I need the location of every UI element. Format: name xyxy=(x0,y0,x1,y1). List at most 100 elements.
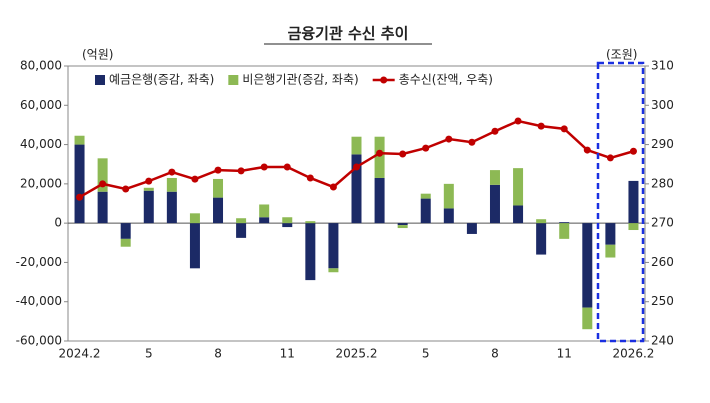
bar xyxy=(536,223,547,255)
bar xyxy=(189,223,200,269)
bar xyxy=(374,177,385,224)
bar xyxy=(489,170,500,185)
y-tick-label: -20,000 xyxy=(16,255,62,269)
y-tick-label: -40,000 xyxy=(16,294,62,308)
line-point xyxy=(606,154,614,162)
bar xyxy=(466,223,477,234)
y-tick-label: -60,000 xyxy=(16,334,62,348)
line-point xyxy=(514,117,522,125)
bar xyxy=(143,187,154,191)
line-point xyxy=(629,147,637,155)
bar xyxy=(420,198,431,224)
bar xyxy=(282,217,293,224)
bar xyxy=(328,223,339,269)
bar xyxy=(605,244,616,258)
bar xyxy=(97,158,108,192)
x-tick-label: 11 xyxy=(557,347,572,361)
bar xyxy=(489,184,500,224)
line-point xyxy=(191,175,199,183)
x-tick-label: 2026.2 xyxy=(612,347,654,361)
bar xyxy=(189,213,200,224)
bar xyxy=(443,183,454,209)
y2-tick-label: 280 xyxy=(651,176,674,190)
line-point xyxy=(583,146,591,154)
bar xyxy=(397,225,408,229)
bar xyxy=(282,223,293,228)
line-point xyxy=(422,144,430,152)
x-tick-label: 5 xyxy=(145,347,153,361)
bar xyxy=(213,178,224,198)
bar xyxy=(213,197,224,224)
line-point xyxy=(99,180,107,188)
x-tick-label: 2024.2 xyxy=(59,347,101,361)
bar xyxy=(74,144,85,224)
y2-tick-label: 240 xyxy=(651,334,674,348)
line-point xyxy=(468,138,476,146)
bar xyxy=(559,222,570,224)
y2-tick-label: 260 xyxy=(651,255,674,269)
y2-unit: (조원) xyxy=(606,48,637,62)
legend-label: 예금은행(증감, 좌축) xyxy=(109,72,214,87)
bar xyxy=(582,307,593,330)
bar xyxy=(559,223,570,239)
bar xyxy=(628,223,639,231)
bar xyxy=(305,223,316,281)
line-point xyxy=(168,168,176,176)
x-tick-label: 8 xyxy=(214,347,222,361)
bar xyxy=(97,191,108,224)
line-point xyxy=(214,166,222,174)
bar xyxy=(305,221,316,224)
y2-tick-label: 290 xyxy=(651,137,674,151)
bar xyxy=(120,223,131,239)
x-tick-label: 2025.2 xyxy=(336,347,378,361)
bar xyxy=(351,154,362,224)
bar xyxy=(374,136,385,178)
bar xyxy=(513,168,524,206)
legend-label: 비은행기관(증감, 좌축) xyxy=(242,72,358,87)
line-point xyxy=(376,149,384,157)
bar xyxy=(236,218,247,224)
bar xyxy=(328,268,339,273)
bar xyxy=(143,190,154,224)
highlight-box xyxy=(596,61,645,343)
y-tick-label: 20,000 xyxy=(20,176,62,190)
bar xyxy=(582,223,593,308)
y-unit: (억원) xyxy=(82,48,113,62)
y-tick-label: 0 xyxy=(54,216,62,230)
bar xyxy=(397,223,408,226)
line-point xyxy=(122,185,130,193)
x-tick-label: 11 xyxy=(280,347,295,361)
x-tick-label: 8 xyxy=(491,347,499,361)
line-point xyxy=(260,163,268,171)
bar xyxy=(120,238,131,247)
line-point xyxy=(283,163,291,171)
line-point xyxy=(445,135,453,143)
line-point xyxy=(76,193,84,201)
line-point xyxy=(537,122,545,130)
bar xyxy=(443,208,454,224)
bar xyxy=(166,177,177,192)
bar xyxy=(513,205,524,224)
line-point xyxy=(145,177,153,185)
legend-swatch xyxy=(95,75,105,85)
chart-title: 금융기관 수신 추이 xyxy=(288,25,409,43)
bar xyxy=(351,136,362,155)
x-tick-label: 5 xyxy=(422,347,430,361)
line-point xyxy=(306,174,314,182)
line-point xyxy=(329,183,337,191)
bar xyxy=(536,219,547,224)
line-point xyxy=(491,127,499,135)
legend-swatch xyxy=(228,75,239,85)
bar xyxy=(420,193,431,199)
y-tick-label: 60,000 xyxy=(20,98,62,112)
y-tick-label: 40,000 xyxy=(20,137,62,151)
y2-tick-label: 310 xyxy=(651,59,674,73)
line-point xyxy=(560,125,568,133)
bar xyxy=(236,223,247,238)
bar xyxy=(605,223,616,245)
legend-dot xyxy=(380,76,388,84)
y2-tick-label: 250 xyxy=(651,294,674,308)
line-point xyxy=(399,150,407,158)
